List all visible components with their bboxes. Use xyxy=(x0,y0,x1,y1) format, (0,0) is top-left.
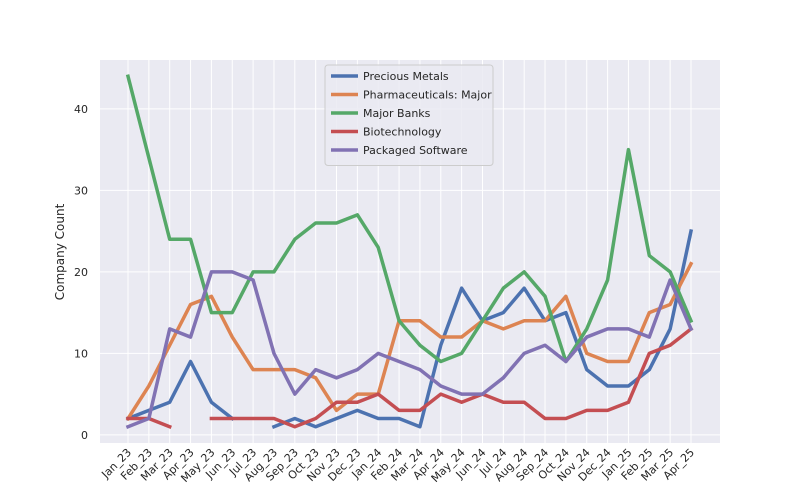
legend-label: Major Banks xyxy=(363,107,431,120)
grid xyxy=(100,60,720,443)
legend-label: Precious Metals xyxy=(363,70,449,83)
legend-box xyxy=(324,64,494,166)
y-tick-label: 30 xyxy=(74,184,88,197)
legend: Precious Metals Pharmaceuticals: Major Maj… xyxy=(324,64,494,166)
y-axis-title: Company Count xyxy=(53,203,67,300)
legend-label: Biotechnology xyxy=(363,126,442,139)
x-axis-ticks: Jan_23Feb_23Mar_23Apr_23May_23Jun_23Jul_… xyxy=(98,446,697,485)
y-tick-label: 10 xyxy=(74,347,88,360)
series-line xyxy=(125,74,694,364)
legend-label: Packaged Software xyxy=(363,144,468,157)
y-tick-label: 40 xyxy=(74,103,88,116)
y-tick-label: 0 xyxy=(81,429,88,442)
y-tick-label: 20 xyxy=(74,266,88,279)
series-line xyxy=(125,270,694,429)
series-lines xyxy=(125,74,694,429)
series-line xyxy=(125,261,694,421)
legend-label: Pharmaceuticals: Major xyxy=(363,89,492,102)
y-axis-ticks: 0 10 20 30 40 xyxy=(74,103,88,442)
